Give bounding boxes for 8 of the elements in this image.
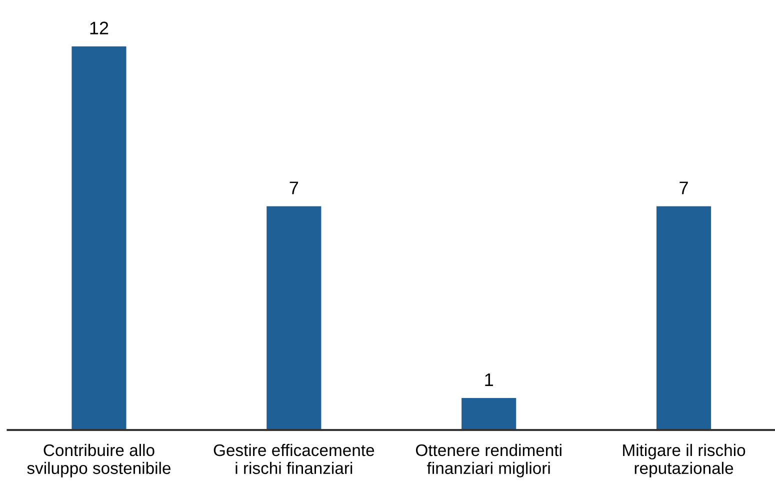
x-tick-label: Gestire efficacemente i rischi finanziari (214, 444, 374, 474)
data-label: 7 (290, 182, 298, 194)
data-label: 12 (90, 22, 108, 34)
data-label: 7 (680, 182, 688, 194)
data-label: 1 (485, 374, 493, 386)
x-tick-label: Contribuire allo sviluppo sostenibile (27, 444, 171, 478)
x-tick-label: Ottenere rendimenti finanziari migliori (416, 444, 562, 478)
x-tick-label: Mitigare il rischio reputazionale (623, 444, 746, 478)
